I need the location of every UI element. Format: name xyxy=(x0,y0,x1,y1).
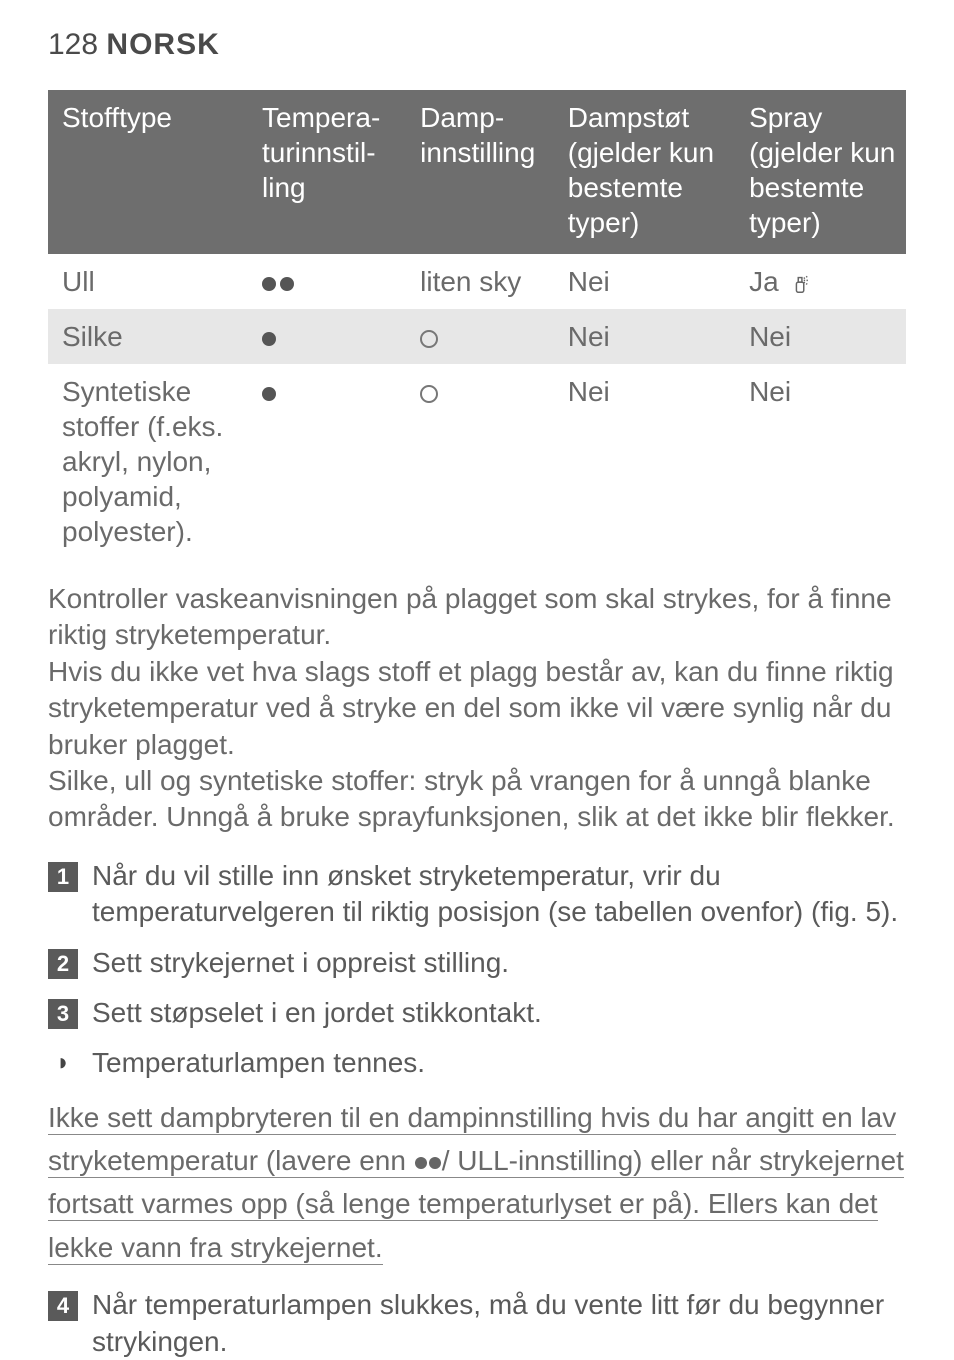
cell-fabric: Silke xyxy=(48,309,248,364)
dot-icon xyxy=(415,1157,427,1169)
dot-icon xyxy=(262,277,276,291)
dot-icon xyxy=(262,387,276,401)
cell-fabric: Syntetiske stoffer (f.eks. akryl, nylon,… xyxy=(48,364,248,559)
cell-spray: Nei xyxy=(735,309,906,364)
paragraph: Kontroller vaskeanvisningen på plagget s… xyxy=(48,581,906,654)
cell-boost: Nei xyxy=(554,364,735,559)
step-text: Når du vil stille inn ønsket stryketempe… xyxy=(92,858,906,931)
substep-text: Temperaturlampen tennes. xyxy=(92,1045,906,1081)
table-row: Ull liten skyNeiJa xyxy=(48,254,906,309)
language-title: NORSK xyxy=(106,28,219,61)
cell-temp xyxy=(248,309,406,364)
step-item: 2 Sett strykejernet i oppreist stilling. xyxy=(48,945,906,981)
page-number: 128 xyxy=(48,28,98,61)
body-paragraphs: Kontroller vaskeanvisningen på plagget s… xyxy=(48,581,906,836)
step-item: 3 Sett støpselet i en jordet stikkontakt… xyxy=(48,995,906,1031)
col-spray: Spray (gjelder kun bestemte typer) xyxy=(735,90,906,254)
cell-temp xyxy=(248,254,406,309)
step-number-badge: 4 xyxy=(48,1291,78,1321)
cell-boost: Nei xyxy=(554,254,735,309)
paragraph: Silke, ull og syntetiske stoffer: stryk … xyxy=(48,763,906,836)
cell-fabric: Ull xyxy=(48,254,248,309)
substep-marker-icon: ◗ xyxy=(48,1047,78,1078)
col-boost: Dampstøt (gjelder kun bestemte typer) xyxy=(554,90,735,254)
table-header-row: Stofftype Tempera-turinnstil-ling Damp-i… xyxy=(48,90,906,254)
circle-icon xyxy=(420,330,438,348)
table-row: Silke NeiNei xyxy=(48,309,906,364)
step-number-badge: 3 xyxy=(48,999,78,1029)
dot-icon xyxy=(262,332,276,346)
step-item: 4 Når temperaturlampen slukkes, må du ve… xyxy=(48,1287,906,1360)
cell-steam xyxy=(406,364,554,559)
cell-temp xyxy=(248,364,406,559)
warning-text: Ikke sett dampbryteren til en dampinnsti… xyxy=(48,1096,906,1270)
circle-icon xyxy=(420,385,438,403)
table-row: Syntetiske stoffer (f.eks. akryl, nylon,… xyxy=(48,364,906,559)
step-text: Sett støpselet i en jordet stikkontakt. xyxy=(92,995,906,1031)
cell-spray: Ja xyxy=(735,254,906,309)
spray-icon xyxy=(790,273,812,295)
cell-steam xyxy=(406,309,554,364)
cell-spray: Nei xyxy=(735,364,906,559)
step-text: Sett strykejernet i oppreist stilling. xyxy=(92,945,906,981)
substep-item: ◗ Temperaturlampen tennes. xyxy=(48,1045,906,1081)
warning-dots xyxy=(414,1145,442,1178)
col-steam: Damp-innstilling xyxy=(406,90,554,254)
col-temp: Tempera-turinnstil-ling xyxy=(248,90,406,254)
step-text: Når temperaturlampen slukkes, må du vent… xyxy=(92,1287,906,1360)
steps-list: 1 Når du vil stille inn ønsket stryketem… xyxy=(48,858,906,1082)
page-header: 128 NORSK xyxy=(48,28,906,62)
dot-icon xyxy=(280,277,294,291)
fabric-settings-table: Stofftype Tempera-turinnstil-ling Damp-i… xyxy=(48,90,906,559)
step-item: 1 Når du vil stille inn ønsket stryketem… xyxy=(48,858,906,931)
col-fabric: Stofftype xyxy=(48,90,248,254)
dot-icon xyxy=(429,1157,441,1169)
step-number-badge: 2 xyxy=(48,949,78,979)
step-number-badge: 1 xyxy=(48,862,78,892)
cell-steam: liten sky xyxy=(406,254,554,309)
paragraph: Hvis du ikke vet hva slags stoff et plag… xyxy=(48,654,906,763)
cell-boost: Nei xyxy=(554,309,735,364)
